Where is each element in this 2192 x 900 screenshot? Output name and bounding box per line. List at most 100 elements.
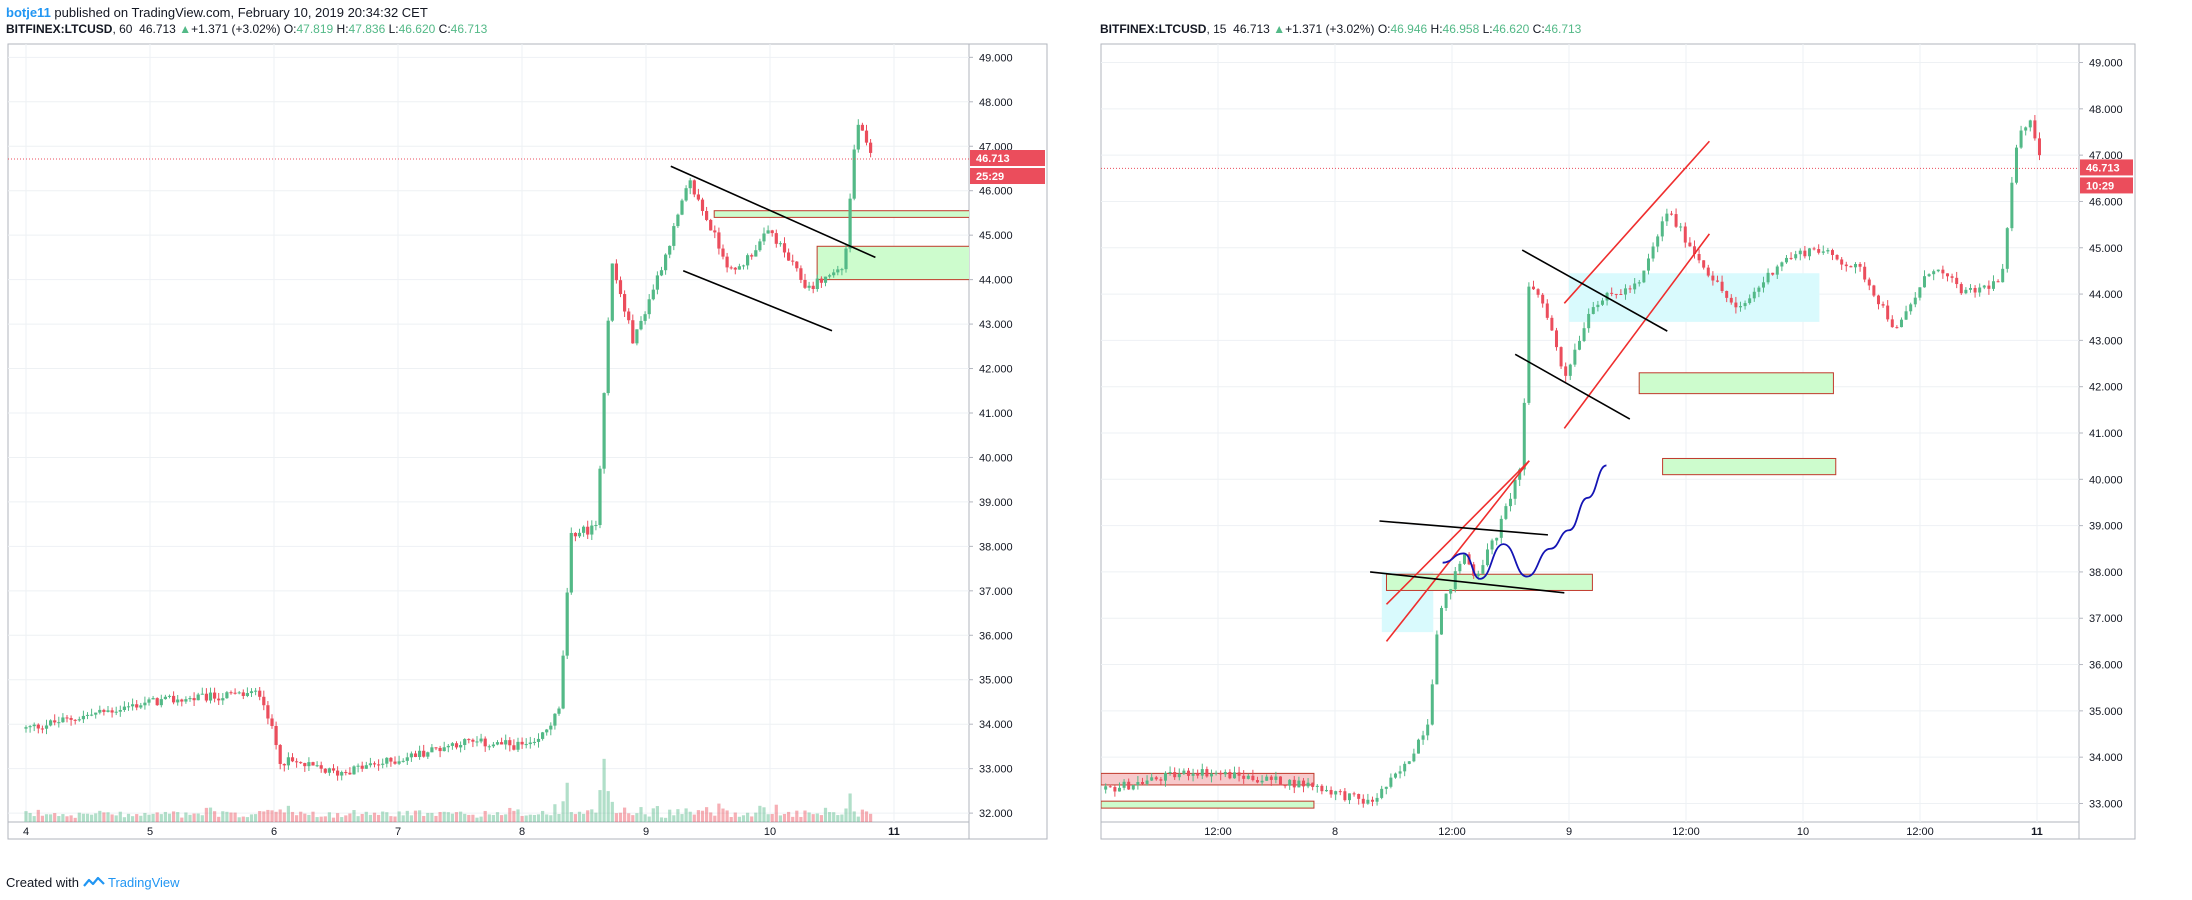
candle-down — [1251, 775, 1255, 781]
countdown-label: 25:29 — [976, 171, 1004, 183]
candle-down — [729, 267, 733, 269]
candle-up — [139, 705, 143, 708]
candle-up — [610, 263, 614, 321]
candle-down — [1692, 246, 1696, 255]
candle-up — [2005, 228, 2009, 269]
candle-down — [290, 757, 295, 762]
volume-bar — [196, 813, 200, 822]
volume-bar — [167, 813, 172, 822]
last-price-label: 46.713 — [976, 153, 1010, 165]
candle-down — [795, 261, 799, 269]
candle-up — [766, 230, 770, 234]
author-name[interactable]: botje11 — [6, 5, 51, 20]
volume-bar — [754, 812, 758, 822]
volume-bar — [512, 810, 516, 822]
volume-bar — [524, 815, 528, 822]
candle-down — [40, 728, 44, 730]
candle-up — [352, 766, 356, 775]
candle-up — [557, 708, 561, 714]
candle-up — [1407, 761, 1411, 764]
right-low: 46.620 — [1492, 22, 1530, 36]
candle-up — [1637, 282, 1641, 284]
x-tick-label: 10 — [764, 826, 776, 838]
candle-up — [397, 761, 401, 764]
volume-bar — [401, 815, 405, 822]
candle-down — [1154, 777, 1158, 780]
candle-up — [856, 124, 860, 150]
y-tick-label: 49.000 — [979, 52, 1013, 64]
trend-line — [1370, 571, 1565, 594]
candle-up — [118, 710, 122, 712]
volume-bar — [668, 809, 672, 822]
candle-down — [864, 130, 869, 143]
volume-bar — [143, 812, 147, 822]
candle-down — [725, 256, 729, 268]
candle-up — [1389, 777, 1393, 787]
candle-down — [1343, 791, 1347, 801]
candle-up — [245, 693, 249, 696]
right-symbol-title: BITFINEX:LTCUSD, 15 46.713 ▲+1.371 (+3.0… — [1100, 22, 1582, 36]
volume-bar — [463, 813, 467, 822]
volume-bars — [24, 758, 873, 822]
candle-up — [815, 278, 819, 290]
candle-down — [1614, 293, 1618, 295]
candle-down — [1228, 771, 1232, 779]
volume-bar — [623, 807, 627, 822]
candle-down — [1996, 281, 2000, 283]
candle-up — [1936, 269, 1940, 272]
candle-down — [73, 719, 77, 721]
volume-bar — [454, 812, 459, 822]
volume-bar — [32, 816, 36, 822]
created-with-label: Created with — [6, 875, 79, 890]
volume-bar — [659, 817, 664, 822]
candle-down — [229, 692, 233, 694]
candle-up — [1522, 402, 1526, 470]
candle-down — [483, 738, 487, 747]
candle-up — [77, 719, 81, 721]
candle-up — [1439, 607, 1443, 635]
y-tick-label: 38.000 — [2089, 567, 2123, 579]
volume-bar — [737, 816, 741, 822]
volume-bar — [553, 804, 557, 822]
volume-bar — [684, 808, 688, 822]
candle-down — [1886, 305, 1890, 320]
candle-up — [2010, 182, 2014, 229]
candle-up — [676, 214, 680, 227]
volume-bar — [110, 814, 114, 822]
trend-line — [682, 269, 833, 332]
y-tick-label: 35.000 — [2089, 706, 2123, 718]
volume-bar — [245, 817, 249, 822]
volume-bar — [500, 815, 504, 822]
candle-down — [1628, 288, 1632, 290]
volume-bar — [180, 817, 184, 822]
candle-up — [1508, 498, 1512, 507]
candle-up — [491, 744, 495, 747]
candle-up — [356, 765, 360, 767]
candle-up — [1573, 349, 1577, 365]
candle-up — [1177, 773, 1181, 778]
candle-up — [1568, 364, 1572, 376]
y-tick-label: 34.000 — [2089, 752, 2123, 764]
volume-bar — [491, 814, 495, 822]
candle-up — [1499, 518, 1503, 538]
candle-down — [1835, 254, 1839, 260]
volume-bar — [159, 814, 163, 822]
candle-up — [664, 254, 668, 271]
candle-up — [1117, 787, 1121, 792]
candle-up — [594, 525, 598, 527]
candle-down — [709, 219, 713, 231]
candle-up — [528, 742, 532, 745]
candle-up — [1458, 563, 1462, 572]
candle-up — [1665, 213, 1669, 222]
candle-down — [1876, 295, 1880, 305]
volume-bar — [762, 807, 766, 822]
candle-down — [1771, 272, 1775, 275]
volume-bar — [475, 817, 479, 822]
volume-bar — [770, 813, 774, 822]
candle-up — [602, 393, 606, 469]
candle-up — [1826, 250, 1830, 252]
volume-bar — [692, 814, 696, 822]
volume-bar — [672, 815, 676, 822]
tradingview-brand[interactable]: TradingView — [107, 875, 180, 890]
